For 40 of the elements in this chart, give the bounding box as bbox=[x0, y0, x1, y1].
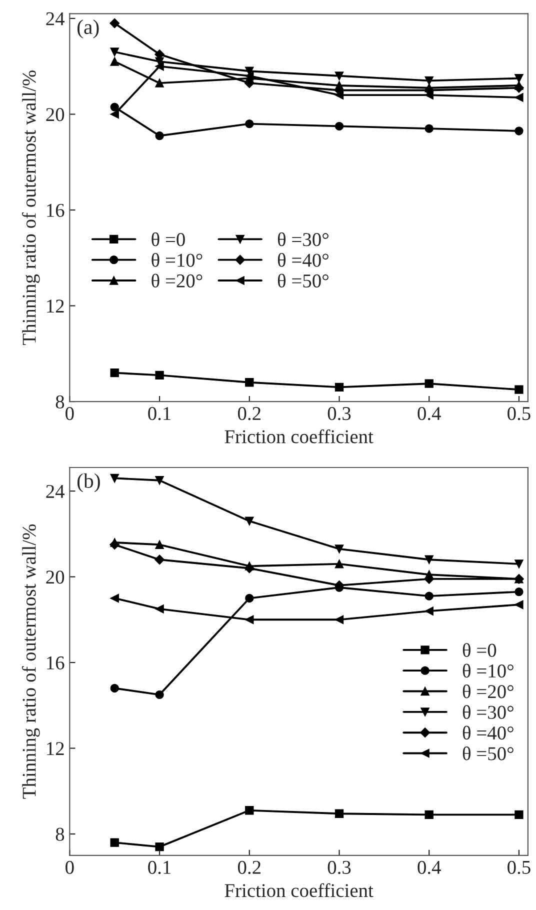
y-axis-title: Thinning ratio of outermost wall/% bbox=[22, 70, 40, 345]
legend-label: θ =50° bbox=[278, 274, 328, 288]
x-tick-label: 0.2 bbox=[238, 860, 260, 874]
y-tick-label: 12 bbox=[47, 742, 64, 755]
y-tick-label: 20 bbox=[46, 108, 64, 122]
y-axis-title: Thinning ratio of outermost wall/% bbox=[22, 524, 40, 799]
y-tick-label: 12 bbox=[47, 300, 64, 313]
y-tick-label: 24 bbox=[46, 484, 65, 498]
y-tick-label: 8 bbox=[56, 828, 64, 841]
annotation: (a) bbox=[77, 19, 99, 38]
y-tick-label: 24 bbox=[46, 12, 65, 26]
x-tick-label: 0.1 bbox=[148, 406, 171, 420]
y-tick-label: 8 bbox=[56, 395, 64, 408]
x-tick-label: 0.4 bbox=[418, 860, 441, 874]
legend-label: θ =20° bbox=[462, 684, 514, 698]
annotation: (b) bbox=[77, 473, 100, 492]
legend-label: θ =20° bbox=[152, 274, 202, 288]
x-tick-label: 0.3 bbox=[328, 406, 351, 420]
x-tick-label: 0.5 bbox=[508, 406, 530, 420]
legend-label: θ =0 bbox=[152, 232, 185, 246]
legend-label: θ =40° bbox=[462, 726, 514, 740]
legend-label: θ =10° bbox=[462, 664, 514, 678]
x-axis-title: Friction coefficient bbox=[224, 883, 374, 898]
legend-label: θ =30° bbox=[278, 232, 328, 246]
x-tick-label: 0.2 bbox=[238, 406, 260, 420]
x-tick-label: 0.1 bbox=[148, 860, 171, 874]
legend-label: θ =0 bbox=[462, 643, 496, 657]
x-tick-label: 0.5 bbox=[508, 860, 530, 874]
x-tick-label: 0 bbox=[66, 860, 74, 874]
y-tick-label: 16 bbox=[47, 204, 64, 217]
legend-label: θ =40° bbox=[278, 253, 328, 267]
x-tick-label: 0.4 bbox=[418, 406, 441, 420]
legend-label: θ =10° bbox=[152, 253, 202, 267]
y-tick-label: 16 bbox=[47, 656, 64, 670]
x-tick-label: 0.3 bbox=[328, 860, 351, 874]
legend-label: θ =30° bbox=[462, 705, 514, 719]
y-tick-label: 20 bbox=[46, 570, 64, 584]
legend-label: θ =50° bbox=[462, 746, 514, 760]
x-tick-label: 0 bbox=[66, 406, 74, 420]
x-axis-title: Friction coefficient bbox=[224, 429, 374, 444]
